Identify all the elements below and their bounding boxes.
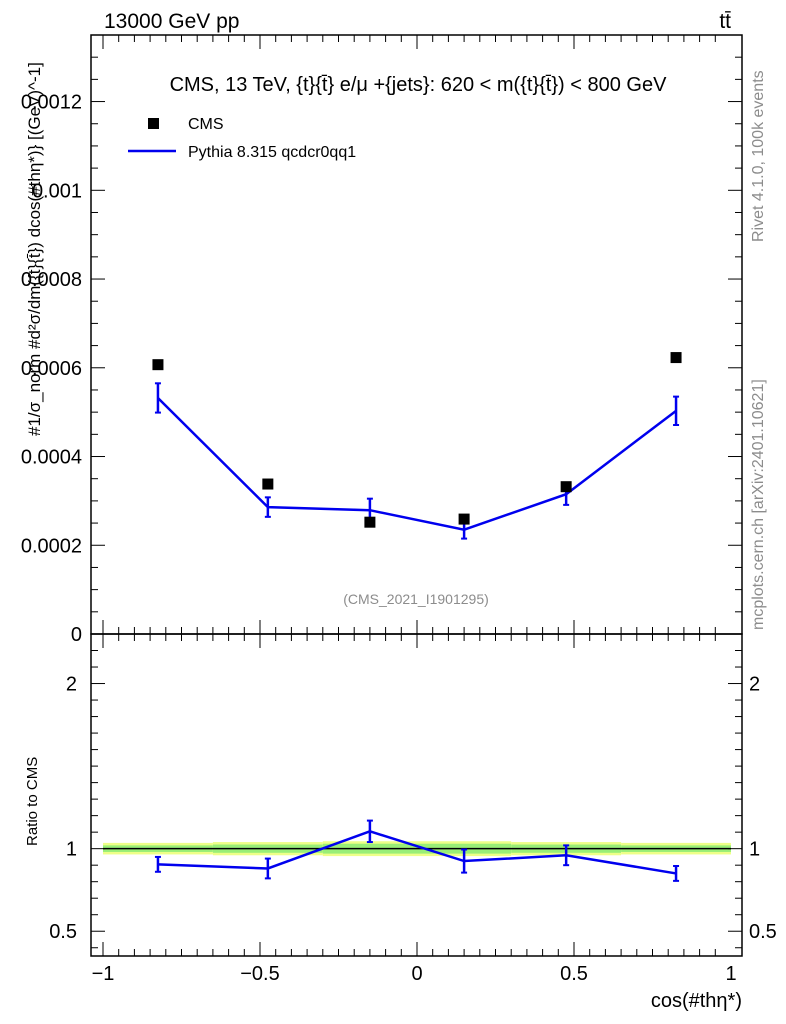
process-label: tt̄ xyxy=(719,10,731,33)
ratio-panel: −1 −0.5 0 0.5 1 0.5 0.5 1 1 2 2 Ratio to CMS cos(#… xyxy=(24,633,777,1012)
ratio-y-tick-label: 0.5 xyxy=(49,921,77,943)
chart-title: CMS, 13 TeV, {t}{t̄} e/μ +{jets}: 620 < … xyxy=(170,74,668,96)
cms-data-point xyxy=(262,478,274,490)
main-y-tick-label: 0.0008 xyxy=(21,269,82,291)
cms-data-point xyxy=(670,352,682,364)
x-tick-label: 1 xyxy=(725,963,736,985)
x-tick-label: −0.5 xyxy=(240,963,279,985)
ratio-frame xyxy=(90,633,743,957)
ratio-y-tick-label-right: 1 xyxy=(749,839,760,861)
main-y-tick-label: 0.0006 xyxy=(21,358,82,380)
main-panel: 0 0.0002 0.0004 0.0006 0.0008 0.001 0.0012 CMS… xyxy=(21,34,743,646)
main-y-tick-label: 0.0012 xyxy=(21,92,82,114)
x-tick-label: 0 xyxy=(411,963,422,985)
ratio-y-tick-label-right: 0.5 xyxy=(749,921,777,943)
main-y-tick-label: 0.0002 xyxy=(21,535,82,557)
pythia-line xyxy=(157,397,677,532)
main-y-tick-label: 0.001 xyxy=(32,180,82,202)
legend-pythia-label: Pythia 8.315 qcdcr0qq1 xyxy=(188,144,356,161)
ratio-line xyxy=(157,830,677,875)
x-tick-label: 0.5 xyxy=(560,963,588,985)
legend-cms-marker xyxy=(148,118,159,129)
ratio-y-tick-label: 2 xyxy=(66,674,77,696)
cms-data-point xyxy=(364,516,376,528)
x-tick-label: −1 xyxy=(92,963,115,985)
cms-data-point xyxy=(560,481,572,493)
main-y-axis-label: #1/σ_norm #d²σ/dm({t}{t̄}) dcos(#thη*)} … xyxy=(25,62,44,436)
ratio-y-tick-label-right: 2 xyxy=(749,674,760,696)
energy-label: 13000 GeV pp xyxy=(104,10,239,33)
watermark-label: (CMS_2021_I1901295) xyxy=(343,591,489,607)
ratio-y-axis-label: Ratio to CMS xyxy=(24,757,41,846)
x-axis-label: cos(#thη*) xyxy=(651,990,742,1012)
legend-cms-label: CMS xyxy=(188,116,224,133)
cms-data-point xyxy=(152,359,164,371)
cms-data-point xyxy=(458,513,470,525)
source-label: mcplots.cern.ch [arXiv:2401.10621] xyxy=(750,379,767,630)
rivet-version-label: Rivet 4.1.0, 100k events xyxy=(750,70,767,242)
main-y-tick-label: 0 xyxy=(71,624,82,646)
legend: CMS Pythia 8.315 qcdcr0qq1 xyxy=(128,116,356,161)
main-y-tick-label: 0.0004 xyxy=(21,447,82,469)
ratio-y-tick-label: 1 xyxy=(66,839,77,861)
